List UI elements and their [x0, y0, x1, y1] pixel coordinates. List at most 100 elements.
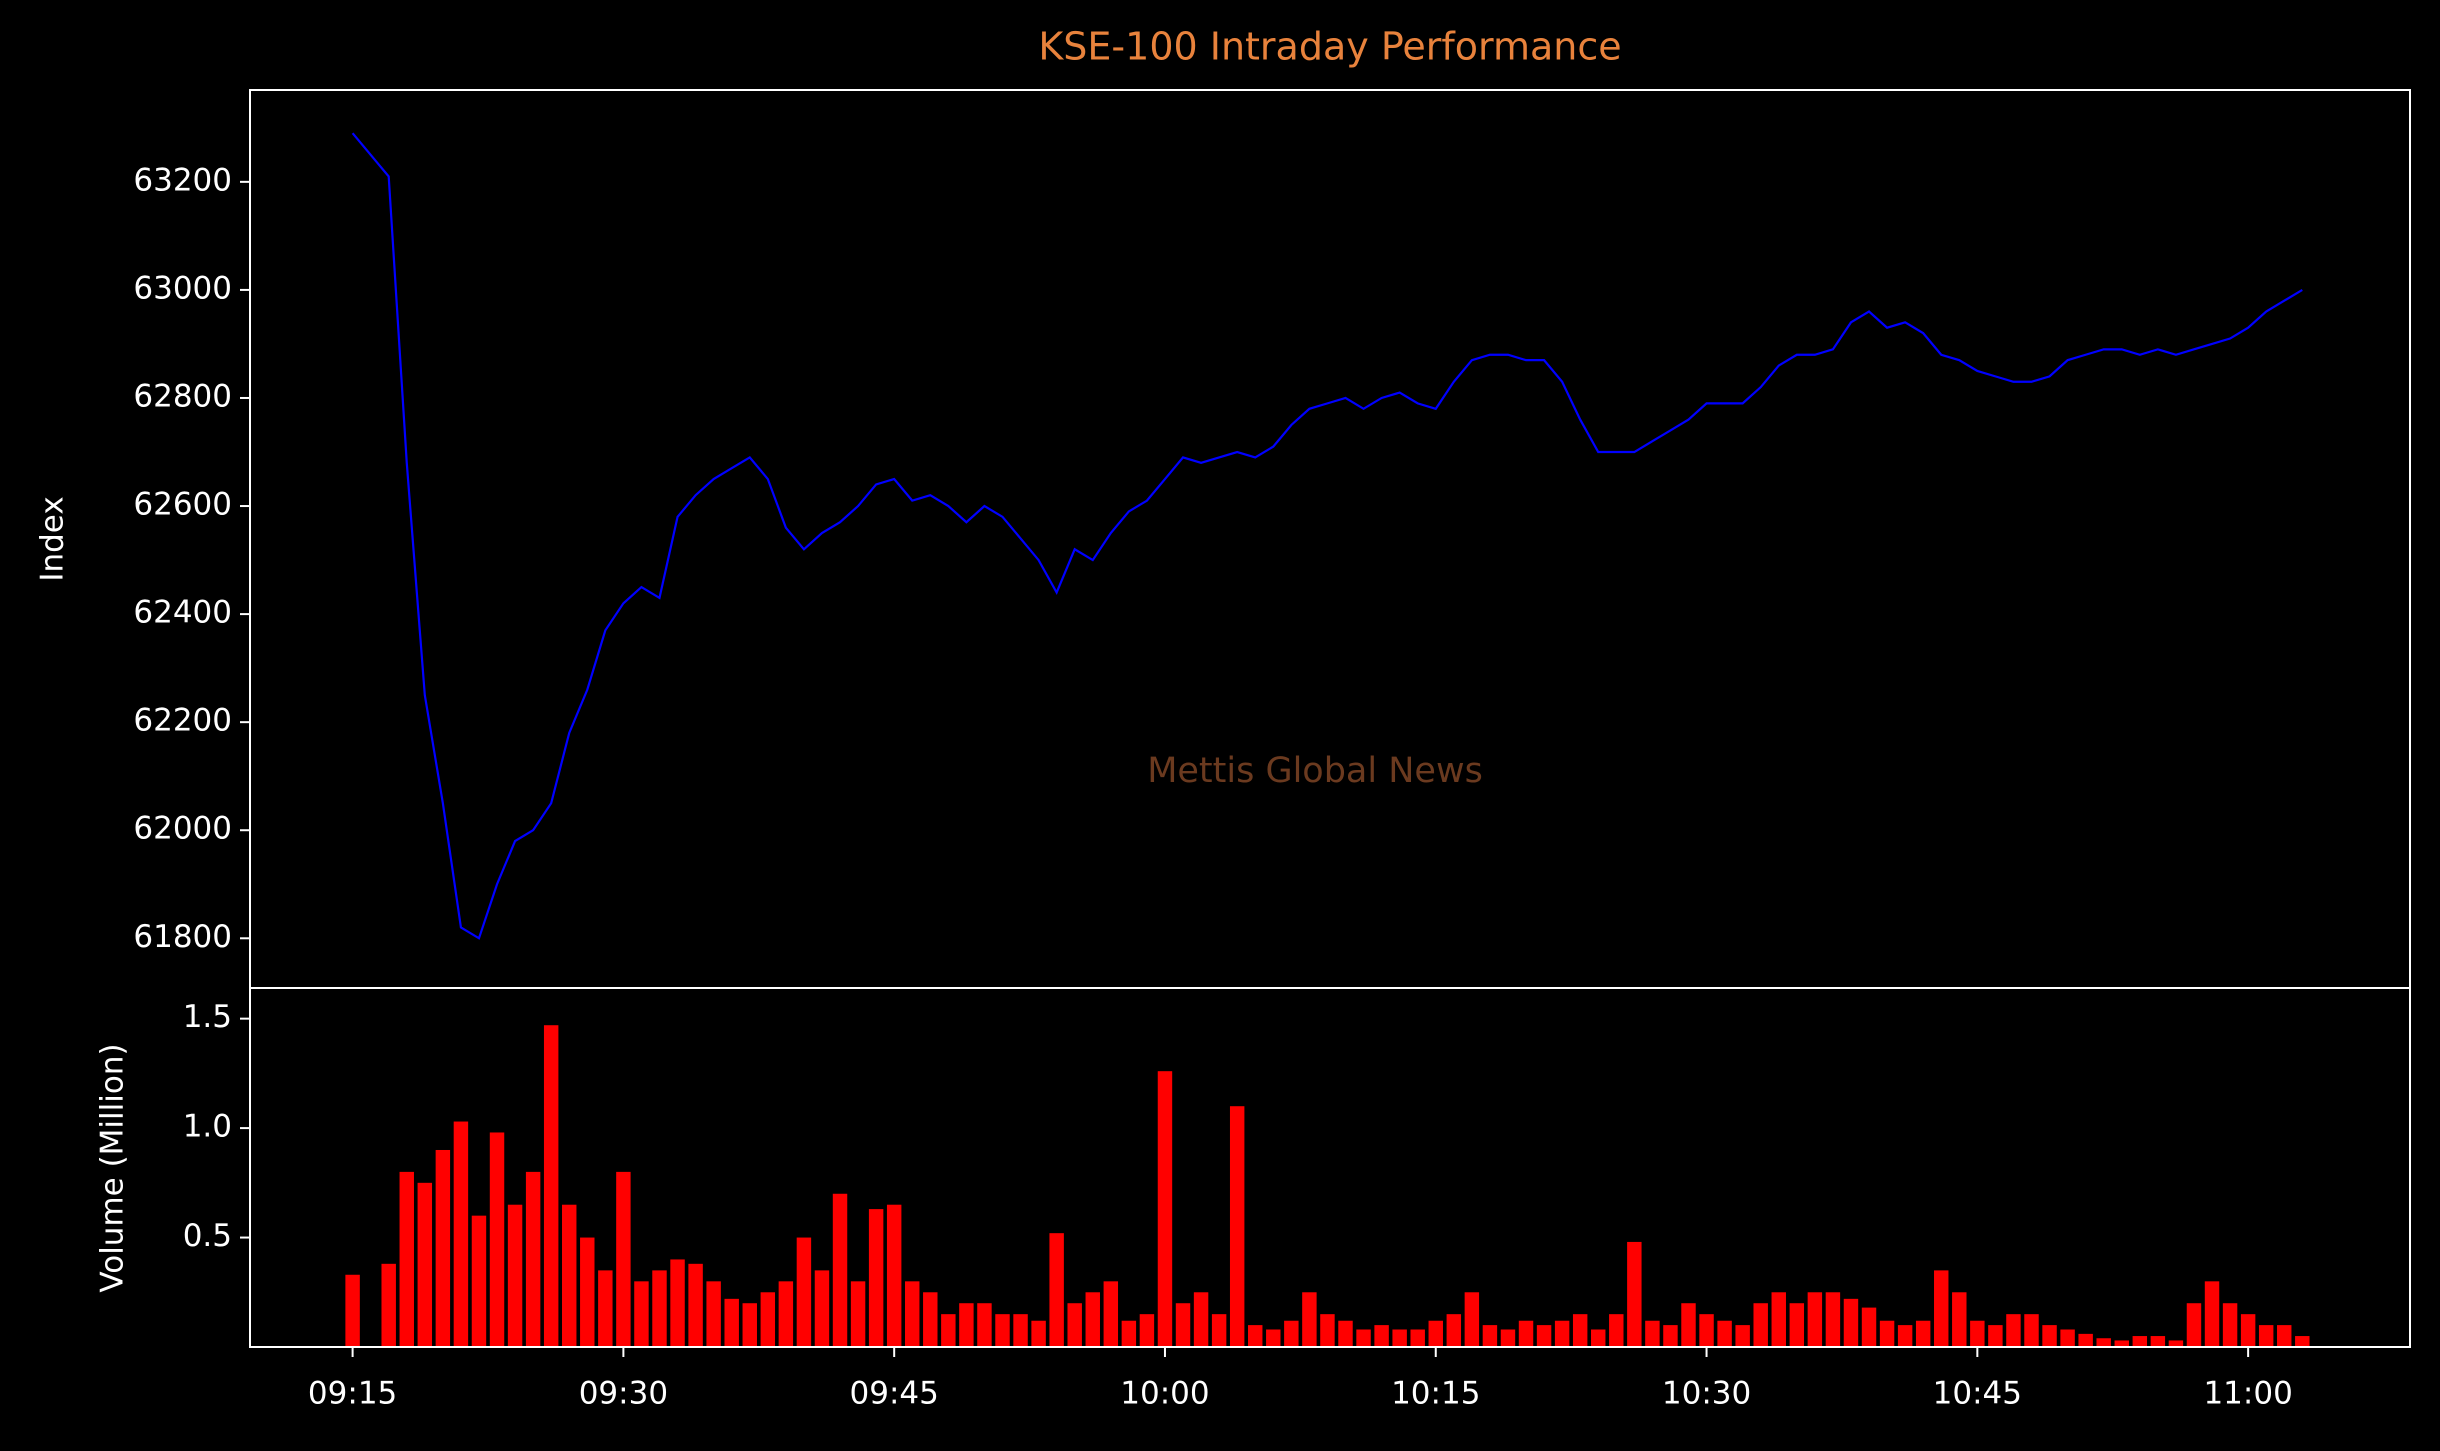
volume-bar: [2024, 1314, 2039, 1347]
index-line: [351, 132, 2303, 940]
y-tick-label: 62600: [133, 487, 232, 523]
volume-bar: [1248, 1325, 1263, 1347]
volume-bar: [1825, 1292, 1841, 1347]
volume-bar: [598, 1270, 613, 1347]
volume-bar: [1266, 1329, 1281, 1347]
volume-bar: [1591, 1329, 1606, 1347]
y-tick-label: 1.0: [183, 1109, 232, 1145]
volume-bar: [1428, 1320, 1443, 1347]
volume-bar: [1085, 1292, 1100, 1347]
volume-bar: [688, 1263, 703, 1347]
volume-bar: [381, 1263, 396, 1347]
volume-bar: [670, 1259, 685, 1347]
x-tick-label: 10:30: [1662, 1376, 1751, 1412]
volume-bar: [1915, 1320, 1931, 1347]
volume-bar: [868, 1209, 884, 1347]
volume-bar: [2186, 1303, 2202, 1347]
volume-bar: [1500, 1329, 1516, 1347]
volume-bar: [1139, 1314, 1155, 1347]
volume-bar: [1681, 1303, 1696, 1347]
volume-bar: [1284, 1320, 1299, 1347]
volume-bar: [1338, 1320, 1353, 1347]
volume-bar: [1717, 1320, 1732, 1347]
volume-bar: [1807, 1292, 1823, 1347]
volume-bar: [616, 1171, 631, 1347]
volume-bar: [1175, 1303, 1191, 1347]
chart-title: KSE-100 Intraday Performance: [1038, 25, 1621, 69]
volume-bar: [1157, 1071, 1173, 1347]
watermark: Mettis Global News: [1147, 751, 1483, 791]
volume-bar: [1067, 1303, 1082, 1347]
y-tick-label: 63000: [133, 270, 232, 306]
volume-bar: [580, 1237, 595, 1347]
volume-bar: [2295, 1336, 2310, 1347]
volume-bar: [886, 1204, 902, 1347]
volume-bar: [1699, 1314, 1714, 1347]
volume-bar: [652, 1270, 667, 1347]
volume-bar: [1410, 1329, 1425, 1347]
volume-bar: [453, 1121, 469, 1347]
volume-bar: [2150, 1336, 2166, 1347]
volume-bar: [1211, 1314, 1227, 1347]
x-tick-label: 09:15: [308, 1376, 397, 1412]
volume-bar: [1536, 1325, 1552, 1347]
volume-bar: [2168, 1340, 2184, 1347]
volume-bar: [977, 1303, 992, 1347]
volume-bar: [1771, 1292, 1786, 1347]
volume-bar: [1934, 1270, 1949, 1347]
volume-bar: [435, 1149, 451, 1347]
volume-bar: [1392, 1329, 1407, 1347]
volume-bar: [1464, 1292, 1480, 1347]
volume-bar: [1735, 1325, 1750, 1347]
volume-bar: [1627, 1241, 1642, 1347]
volume-bar: [1121, 1320, 1137, 1347]
y-tick-label: 62800: [133, 378, 232, 414]
x-tick-label: 09:45: [850, 1376, 939, 1412]
volume-bar: [1374, 1325, 1389, 1347]
volume-bar: [1013, 1314, 1028, 1347]
volume-bar: [778, 1281, 794, 1347]
volume-bar: [543, 1025, 559, 1347]
x-tick-label: 11:00: [2203, 1376, 2292, 1412]
volume-bar: [1193, 1292, 1209, 1347]
volume-bar: [995, 1314, 1010, 1347]
volume-bar: [923, 1292, 938, 1347]
volume-bar: [1482, 1325, 1498, 1347]
y-tick-label: 63200: [133, 162, 232, 198]
volume-bar: [742, 1303, 757, 1347]
x-tick-label: 10:45: [1933, 1376, 2022, 1412]
volume-bar: [724, 1298, 739, 1347]
y-tick-label: 1.5: [183, 999, 232, 1035]
volume-bar: [1861, 1307, 1877, 1347]
y-tick-label: 0.5: [183, 1218, 232, 1254]
volume-bar: [1049, 1233, 1064, 1347]
volume-bar: [1970, 1320, 1985, 1347]
volume-bar: [796, 1237, 812, 1347]
volume-bar: [399, 1171, 414, 1347]
x-tick-label: 10:15: [1391, 1376, 1480, 1412]
volume-bar: [2222, 1303, 2238, 1347]
y-axis-label: Index: [35, 496, 71, 581]
volume-bar: [905, 1281, 920, 1347]
volume-bar: [1356, 1329, 1371, 1347]
volume-bar: [1103, 1281, 1119, 1347]
volume-bar: [2078, 1333, 2093, 1347]
volume-bar: [507, 1204, 523, 1347]
volume-bar: [2006, 1314, 2021, 1347]
volume-bar: [706, 1281, 721, 1347]
y-tick-label: 62000: [133, 811, 232, 847]
volume-bar: [1988, 1325, 2003, 1347]
volume-bar: [2042, 1325, 2057, 1347]
volume-bar: [2277, 1325, 2292, 1347]
volume-bar: [489, 1132, 505, 1347]
volume-bar: [2096, 1338, 2111, 1347]
volume-bar: [2060, 1329, 2075, 1347]
volume-bar: [1753, 1303, 1768, 1347]
volume-bar: [471, 1215, 487, 1347]
y-tick-label: 62400: [133, 595, 232, 631]
volume-bar: [959, 1303, 974, 1347]
y-tick-label: 62200: [133, 703, 232, 739]
x-tick-label: 09:30: [579, 1376, 668, 1412]
